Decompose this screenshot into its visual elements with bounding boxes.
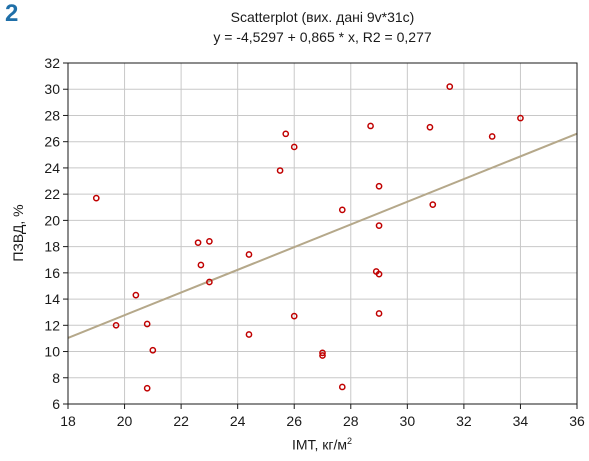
x-tick-label: 30 [400, 413, 416, 429]
panel-label: 2 [5, 0, 19, 27]
x-tick-label: 34 [513, 413, 529, 429]
data-point [375, 270, 383, 278]
data-point [375, 222, 383, 229]
x-tick-label: 36 [569, 413, 585, 429]
x-tick-label: 28 [343, 413, 359, 429]
y-tick-label: 14 [44, 291, 60, 307]
data-point [276, 167, 284, 174]
x-axis-label-superscript: 2 [347, 436, 353, 446]
x-tick-label: 32 [456, 413, 472, 429]
data-point [375, 182, 383, 190]
x-axis-ticks: 18 20 22 24 26 28 30 32 34 36 [60, 404, 585, 429]
y-tick-label: 30 [44, 81, 60, 97]
data-point [245, 331, 253, 338]
x-axis-label-text: ІМТ, кг/м [291, 436, 348, 453]
data-point [429, 201, 437, 208]
y-axis-ticks: 6 8 10 12 14 16 18 20 22 24 26 28 30 32 [44, 55, 68, 412]
plot-frame [67, 62, 578, 405]
data-point [92, 194, 100, 202]
data-point [149, 346, 157, 354]
data-points [92, 83, 524, 392]
y-tick-label: 16 [44, 265, 60, 281]
x-axis-label: ІМТ, кг/м2 [292, 436, 352, 453]
data-point [143, 384, 151, 392]
data-point [319, 349, 326, 357]
data-point [290, 143, 298, 151]
data-point [426, 123, 434, 131]
data-point [375, 310, 383, 317]
grid-lines [68, 63, 577, 404]
y-tick-label: 18 [44, 239, 60, 255]
x-tick-label: 26 [286, 413, 302, 429]
x-tick-label: 22 [173, 413, 189, 429]
data-point [112, 321, 120, 329]
y-tick-label: 6 [52, 396, 60, 412]
y-tick-label: 8 [52, 370, 60, 386]
y-tick-label: 12 [44, 317, 60, 333]
data-point [367, 122, 374, 130]
y-tick-label: 26 [44, 134, 60, 150]
regression-line [67, 132, 578, 339]
y-tick-label: 28 [44, 107, 60, 123]
y-tick-label: 24 [44, 160, 60, 176]
data-point [132, 291, 140, 299]
data-point [197, 261, 205, 269]
data-point [282, 130, 290, 138]
data-point [488, 133, 496, 140]
chart-subtitle: y = -4,5297 + 0,865 * x, R2 = 0,277 [213, 29, 432, 45]
data-point [290, 312, 298, 320]
y-tick-label: 20 [44, 212, 60, 228]
data-point [245, 251, 253, 258]
data-point [194, 239, 202, 247]
y-tick-label: 10 [44, 344, 60, 360]
data-point [338, 206, 346, 214]
data-point [206, 238, 213, 245]
data-point [517, 114, 524, 122]
data-point [446, 83, 454, 90]
x-tick-label: 20 [117, 413, 133, 429]
data-point [143, 320, 151, 328]
x-tick-label: 24 [230, 413, 246, 429]
data-point [319, 352, 326, 359]
data-point [206, 278, 213, 286]
y-tick-label: 32 [44, 55, 60, 71]
chart-title: Scatterplot (вих. дані 9v*31c) [230, 9, 415, 25]
x-tick-label: 18 [60, 413, 76, 429]
y-tick-label: 22 [44, 186, 60, 202]
data-point [338, 383, 346, 391]
